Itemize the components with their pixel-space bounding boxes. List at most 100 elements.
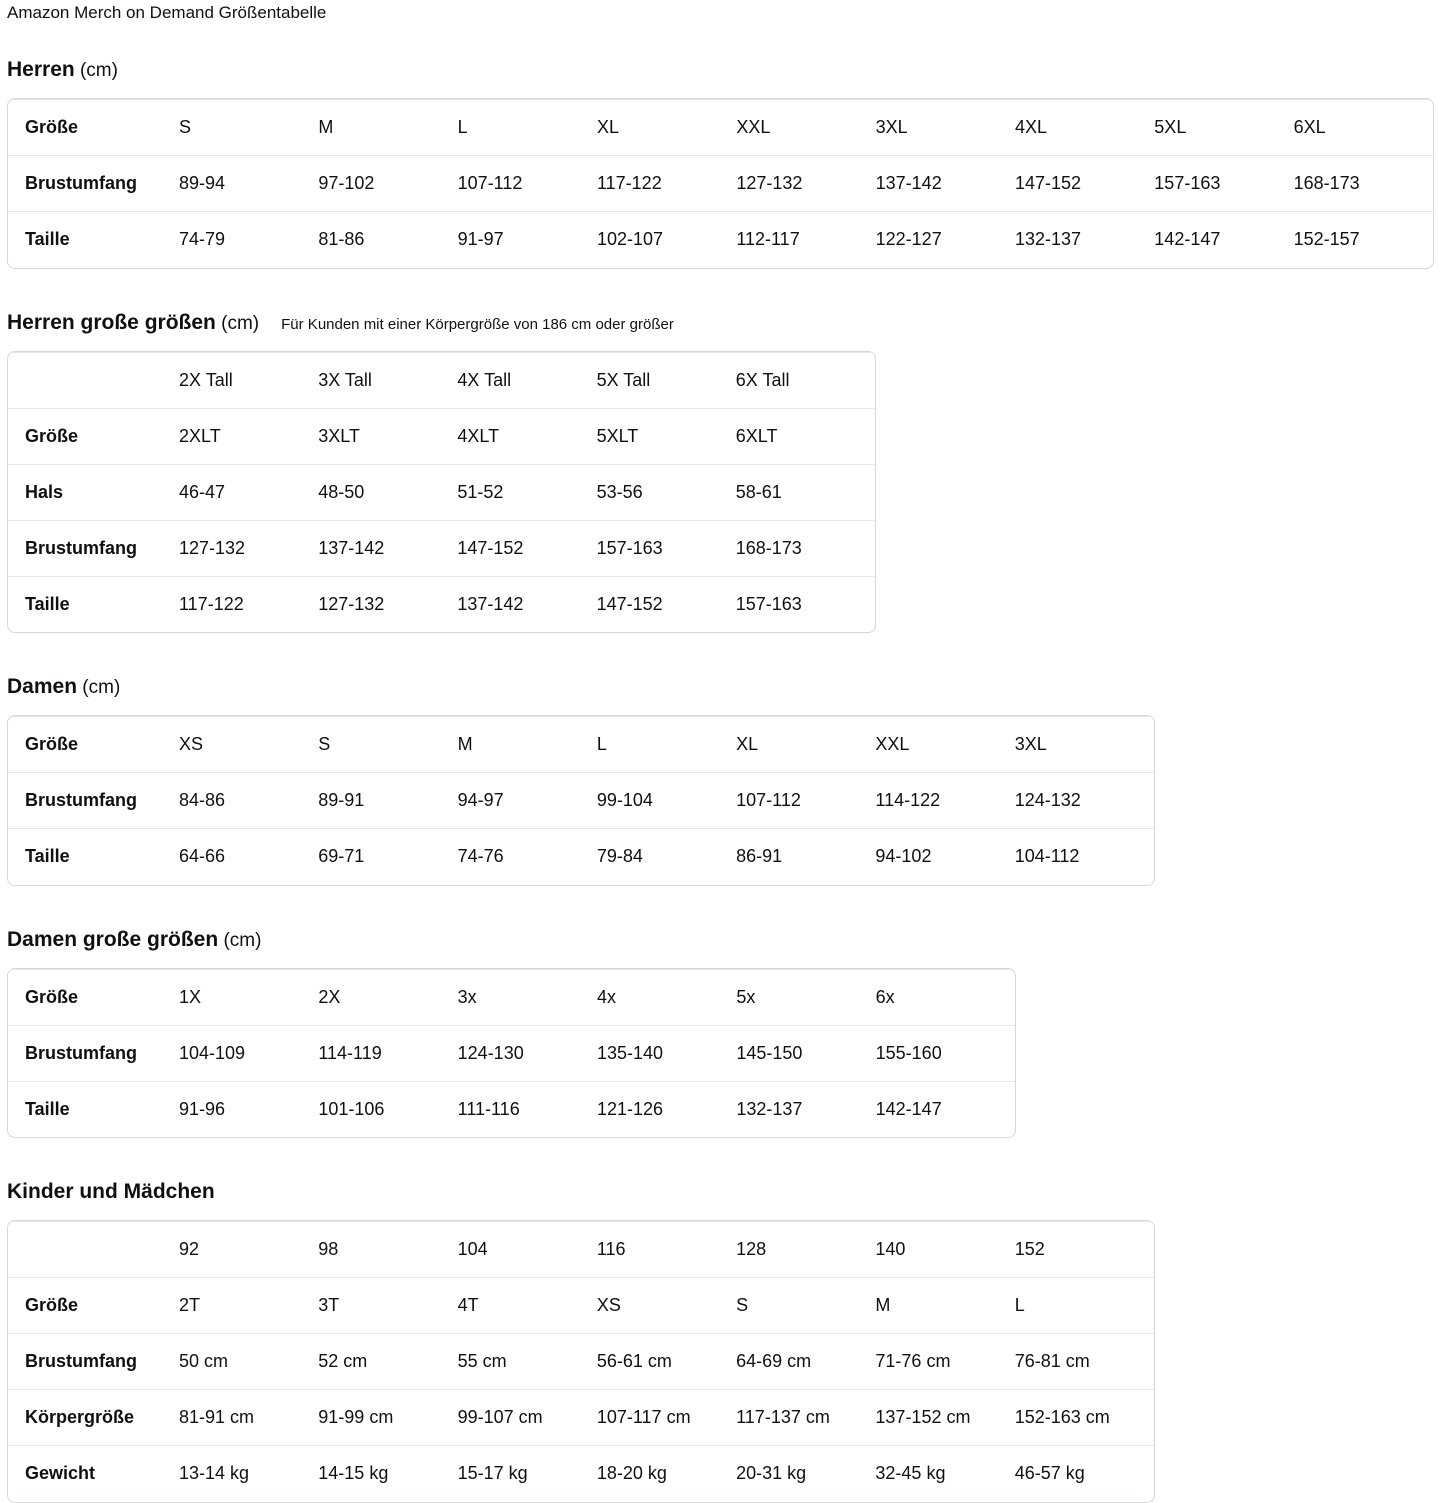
- table: Größe S M L XL XXL 3XL 4XL 5XL 6XL Brustumfang 89-9…: [8, 99, 1433, 268]
- row-label: Größe: [8, 407, 179, 464]
- section-title: Kinder und Mädchen: [7, 1180, 215, 1203]
- size-cell: 4x: [596, 968, 737, 1025]
- size-cell: 46-47: [179, 463, 319, 520]
- size-cell: 137-152 cm: [875, 1389, 1015, 1446]
- size-cell: 112-117: [736, 211, 876, 268]
- row-label: Brustumfang: [8, 1333, 179, 1390]
- table-row: 2X Tall 3X Tall 4X Tall 5X Tall 6X Tall: [8, 351, 875, 408]
- size-cell: 104-112: [1014, 828, 1154, 885]
- row-label: Brustumfang: [8, 155, 179, 212]
- table-row: Größe 1X 2X 3x 4x 5x 6x: [8, 968, 1015, 1025]
- size-cell: 152-157: [1293, 211, 1433, 268]
- size-cell: 94-97: [457, 772, 597, 829]
- size-cell: 127-132: [179, 519, 319, 576]
- size-cell: 79-84: [596, 828, 737, 885]
- size-cell: XXL: [736, 99, 876, 156]
- size-cell: S: [179, 99, 319, 156]
- section-unit: (cm): [77, 677, 121, 698]
- size-cell: 102-107: [596, 211, 737, 268]
- size-cell: 14-15 kg: [318, 1445, 458, 1502]
- size-cell: 147-152: [1014, 155, 1155, 212]
- section-damen-grosse-groessen: Damen große größen (cm) Größe 1X 2X 3x 4x 5x 6x…: [7, 927, 1434, 1138]
- size-cell: 64-66: [179, 828, 319, 885]
- row-label: Taille: [8, 211, 179, 268]
- size-cell: 55 cm: [457, 1333, 597, 1390]
- size-cell: 142-147: [875, 1080, 1015, 1137]
- size-cell: 114-119: [318, 1024, 458, 1081]
- size-cell: M: [318, 99, 458, 156]
- size-cell: 147-152: [596, 575, 736, 632]
- size-cell: 76-81 cm: [1014, 1333, 1154, 1390]
- table-row: Größe 2XLT 3XLT 4XLT 5XLT 6XLT: [8, 407, 875, 464]
- size-cell: 3x: [457, 968, 597, 1025]
- row-label: Größe: [8, 1277, 179, 1334]
- table-row: Gewicht 13-14 kg 14-15 kg 15-17 kg 18-20 kg 2…: [8, 1445, 1154, 1502]
- size-cell: 3XL: [1014, 716, 1154, 773]
- table-row: Taille 64-66 69-71 74-76 79-84 86-91 94-102 104…: [8, 828, 1154, 885]
- size-cell: 91-97: [457, 211, 597, 268]
- size-cell: M: [875, 1277, 1015, 1334]
- size-cell: 74-79: [179, 211, 319, 268]
- size-cell: XXL: [875, 716, 1015, 773]
- size-cell: 132-137: [1014, 211, 1155, 268]
- size-table-herren-grosse-groessen: 2X Tall 3X Tall 4X Tall 5X Tall 6X Tall Größe…: [7, 350, 876, 633]
- row-label: Brustumfang: [8, 1024, 179, 1081]
- size-cell: 140: [875, 1221, 1015, 1278]
- size-cell: 121-126: [596, 1080, 737, 1137]
- section-title: Herren große größen: [7, 310, 216, 334]
- size-cell: 89-91: [318, 772, 458, 829]
- size-cell: 147-152: [457, 519, 597, 576]
- size-cell: 18-20 kg: [596, 1445, 737, 1502]
- row-label: Taille: [8, 828, 179, 885]
- table-row: Brustumfang 84-86 89-91 94-97 99-104 107-112 1…: [8, 772, 1154, 829]
- size-cell: 157-163: [596, 519, 736, 576]
- row-label: Körpergröße: [8, 1389, 179, 1446]
- size-cell: 4XLT: [457, 407, 597, 464]
- size-cell: 157-163: [735, 575, 875, 632]
- size-cell: 107-117 cm: [596, 1389, 737, 1446]
- table-row: Brustumfang 104-109 114-119 124-130 135-140 1…: [8, 1024, 1015, 1081]
- sections-container: Herren (cm) Größe S M L XL XXL 3XL 4XL 5XL 6XL Brus…: [7, 57, 1434, 1503]
- table-row: Brustumfang 50 cm 52 cm 55 cm 56-61 cm 64-69 …: [8, 1333, 1154, 1390]
- size-cell: 3XLT: [318, 407, 458, 464]
- size-cell: 15-17 kg: [457, 1445, 597, 1502]
- section-herren-grosse-groessen: Herren große größen (cm) Für Kunden mit e…: [7, 310, 1434, 633]
- size-cell: 137-142: [318, 519, 458, 576]
- section-heading-damen: Damen (cm): [7, 674, 1434, 700]
- size-cell: 3X Tall: [318, 351, 458, 408]
- size-cell: 104: [457, 1221, 597, 1278]
- size-cell: 5X Tall: [596, 351, 736, 408]
- size-cell: 152: [1014, 1221, 1154, 1278]
- size-cell: 6x: [875, 968, 1015, 1025]
- size-cell: 137-142: [457, 575, 597, 632]
- size-cell: 135-140: [596, 1024, 737, 1081]
- size-cell: XL: [596, 99, 737, 156]
- size-cell: 46-57 kg: [1014, 1445, 1154, 1502]
- size-cell: 4T: [457, 1277, 597, 1334]
- table-row: Größe S M L XL XXL 3XL 4XL 5XL 6XL: [8, 99, 1433, 156]
- size-cell: 152-163 cm: [1014, 1389, 1154, 1446]
- size-cell: 58-61: [735, 463, 875, 520]
- size-cell: S: [318, 716, 458, 773]
- section-title: Damen große größen: [7, 927, 219, 951]
- size-cell: 4X Tall: [457, 351, 597, 408]
- row-label-empty: [8, 351, 179, 408]
- size-cell: 89-94: [179, 155, 319, 212]
- row-label: Brustumfang: [8, 519, 179, 576]
- table-row: Taille 91-96 101-106 111-116 121-126 132-137 1…: [8, 1080, 1015, 1137]
- size-cell: 1X: [179, 968, 319, 1025]
- size-cell: 51-52: [457, 463, 597, 520]
- row-label-empty: [8, 1221, 179, 1278]
- section-title: Herren: [7, 58, 75, 81]
- table-row: Taille 117-122 127-132 137-142 147-152 157-16…: [8, 575, 875, 632]
- section-kinder-und-maedchen: Kinder und Mädchen 92 98 104 116 128 140 152 Grö…: [7, 1179, 1434, 1503]
- size-cell: 32-45 kg: [875, 1445, 1015, 1502]
- size-cell: 56-61 cm: [596, 1333, 737, 1390]
- size-cell: 155-160: [875, 1024, 1015, 1081]
- size-cell: 117-122: [179, 575, 319, 632]
- size-cell: 52 cm: [318, 1333, 458, 1390]
- size-cell: 6XLT: [735, 407, 875, 464]
- size-cell: 168-173: [735, 519, 875, 576]
- table-row: Größe 2T 3T 4T XS S M L: [8, 1277, 1154, 1334]
